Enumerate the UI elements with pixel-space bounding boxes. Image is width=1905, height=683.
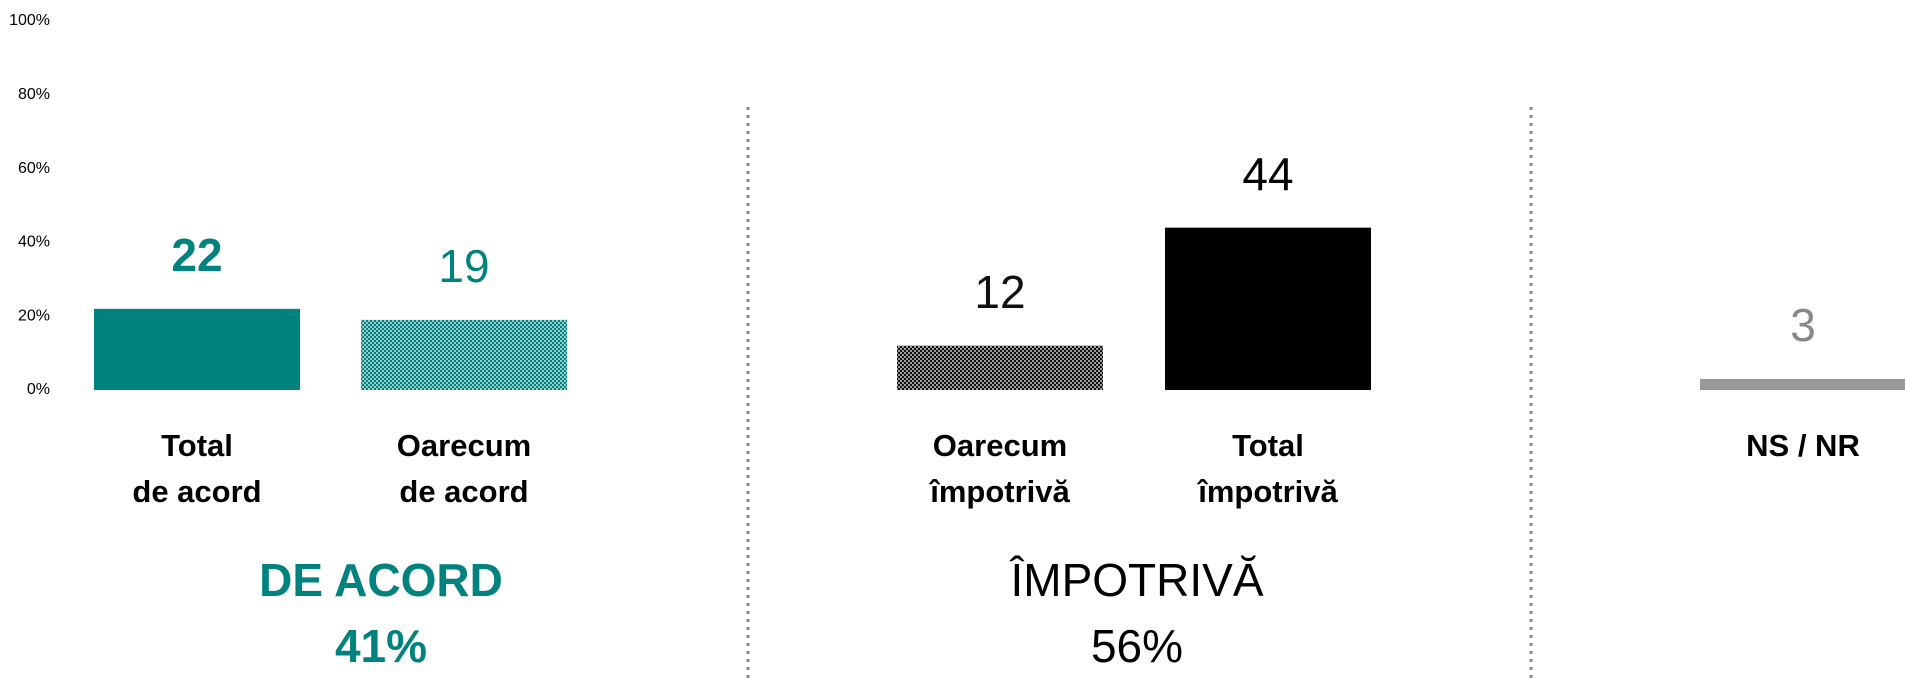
group-name: DE ACORD (259, 554, 503, 606)
bar (361, 319, 567, 390)
x-tick-label: Oarecum de acord (396, 428, 532, 509)
group-total: 41% (334, 620, 428, 672)
data-label: 19 (438, 240, 489, 292)
group-name: ÎMPOTRIVĂ (1010, 554, 1264, 606)
y-tick-label: 100% (9, 12, 50, 29)
data-label: 12 (974, 266, 1025, 318)
bar (1165, 227, 1371, 390)
y-tick-label: 0% (27, 381, 50, 398)
y-tick-label: 80% (18, 86, 50, 103)
x-tick-label: Oarecum împotrivă (930, 428, 1070, 509)
bar (1700, 378, 1905, 390)
y-tick-label: 60% (18, 160, 50, 177)
x-tick-label: Total de acord (132, 428, 262, 509)
group-total: 56% (1090, 620, 1184, 672)
y-tick-label: 20% (18, 307, 50, 324)
data-label: 3 (1790, 299, 1816, 351)
x-tick-label: Total împotrivă (1198, 428, 1338, 509)
x-tick-label: NS / NR (1746, 428, 1860, 463)
y-tick-label: 40% (18, 234, 50, 251)
bar (94, 308, 300, 390)
bar (897, 345, 1103, 390)
data-label: 22 (171, 229, 222, 281)
data-label: 44 (1242, 148, 1293, 200)
